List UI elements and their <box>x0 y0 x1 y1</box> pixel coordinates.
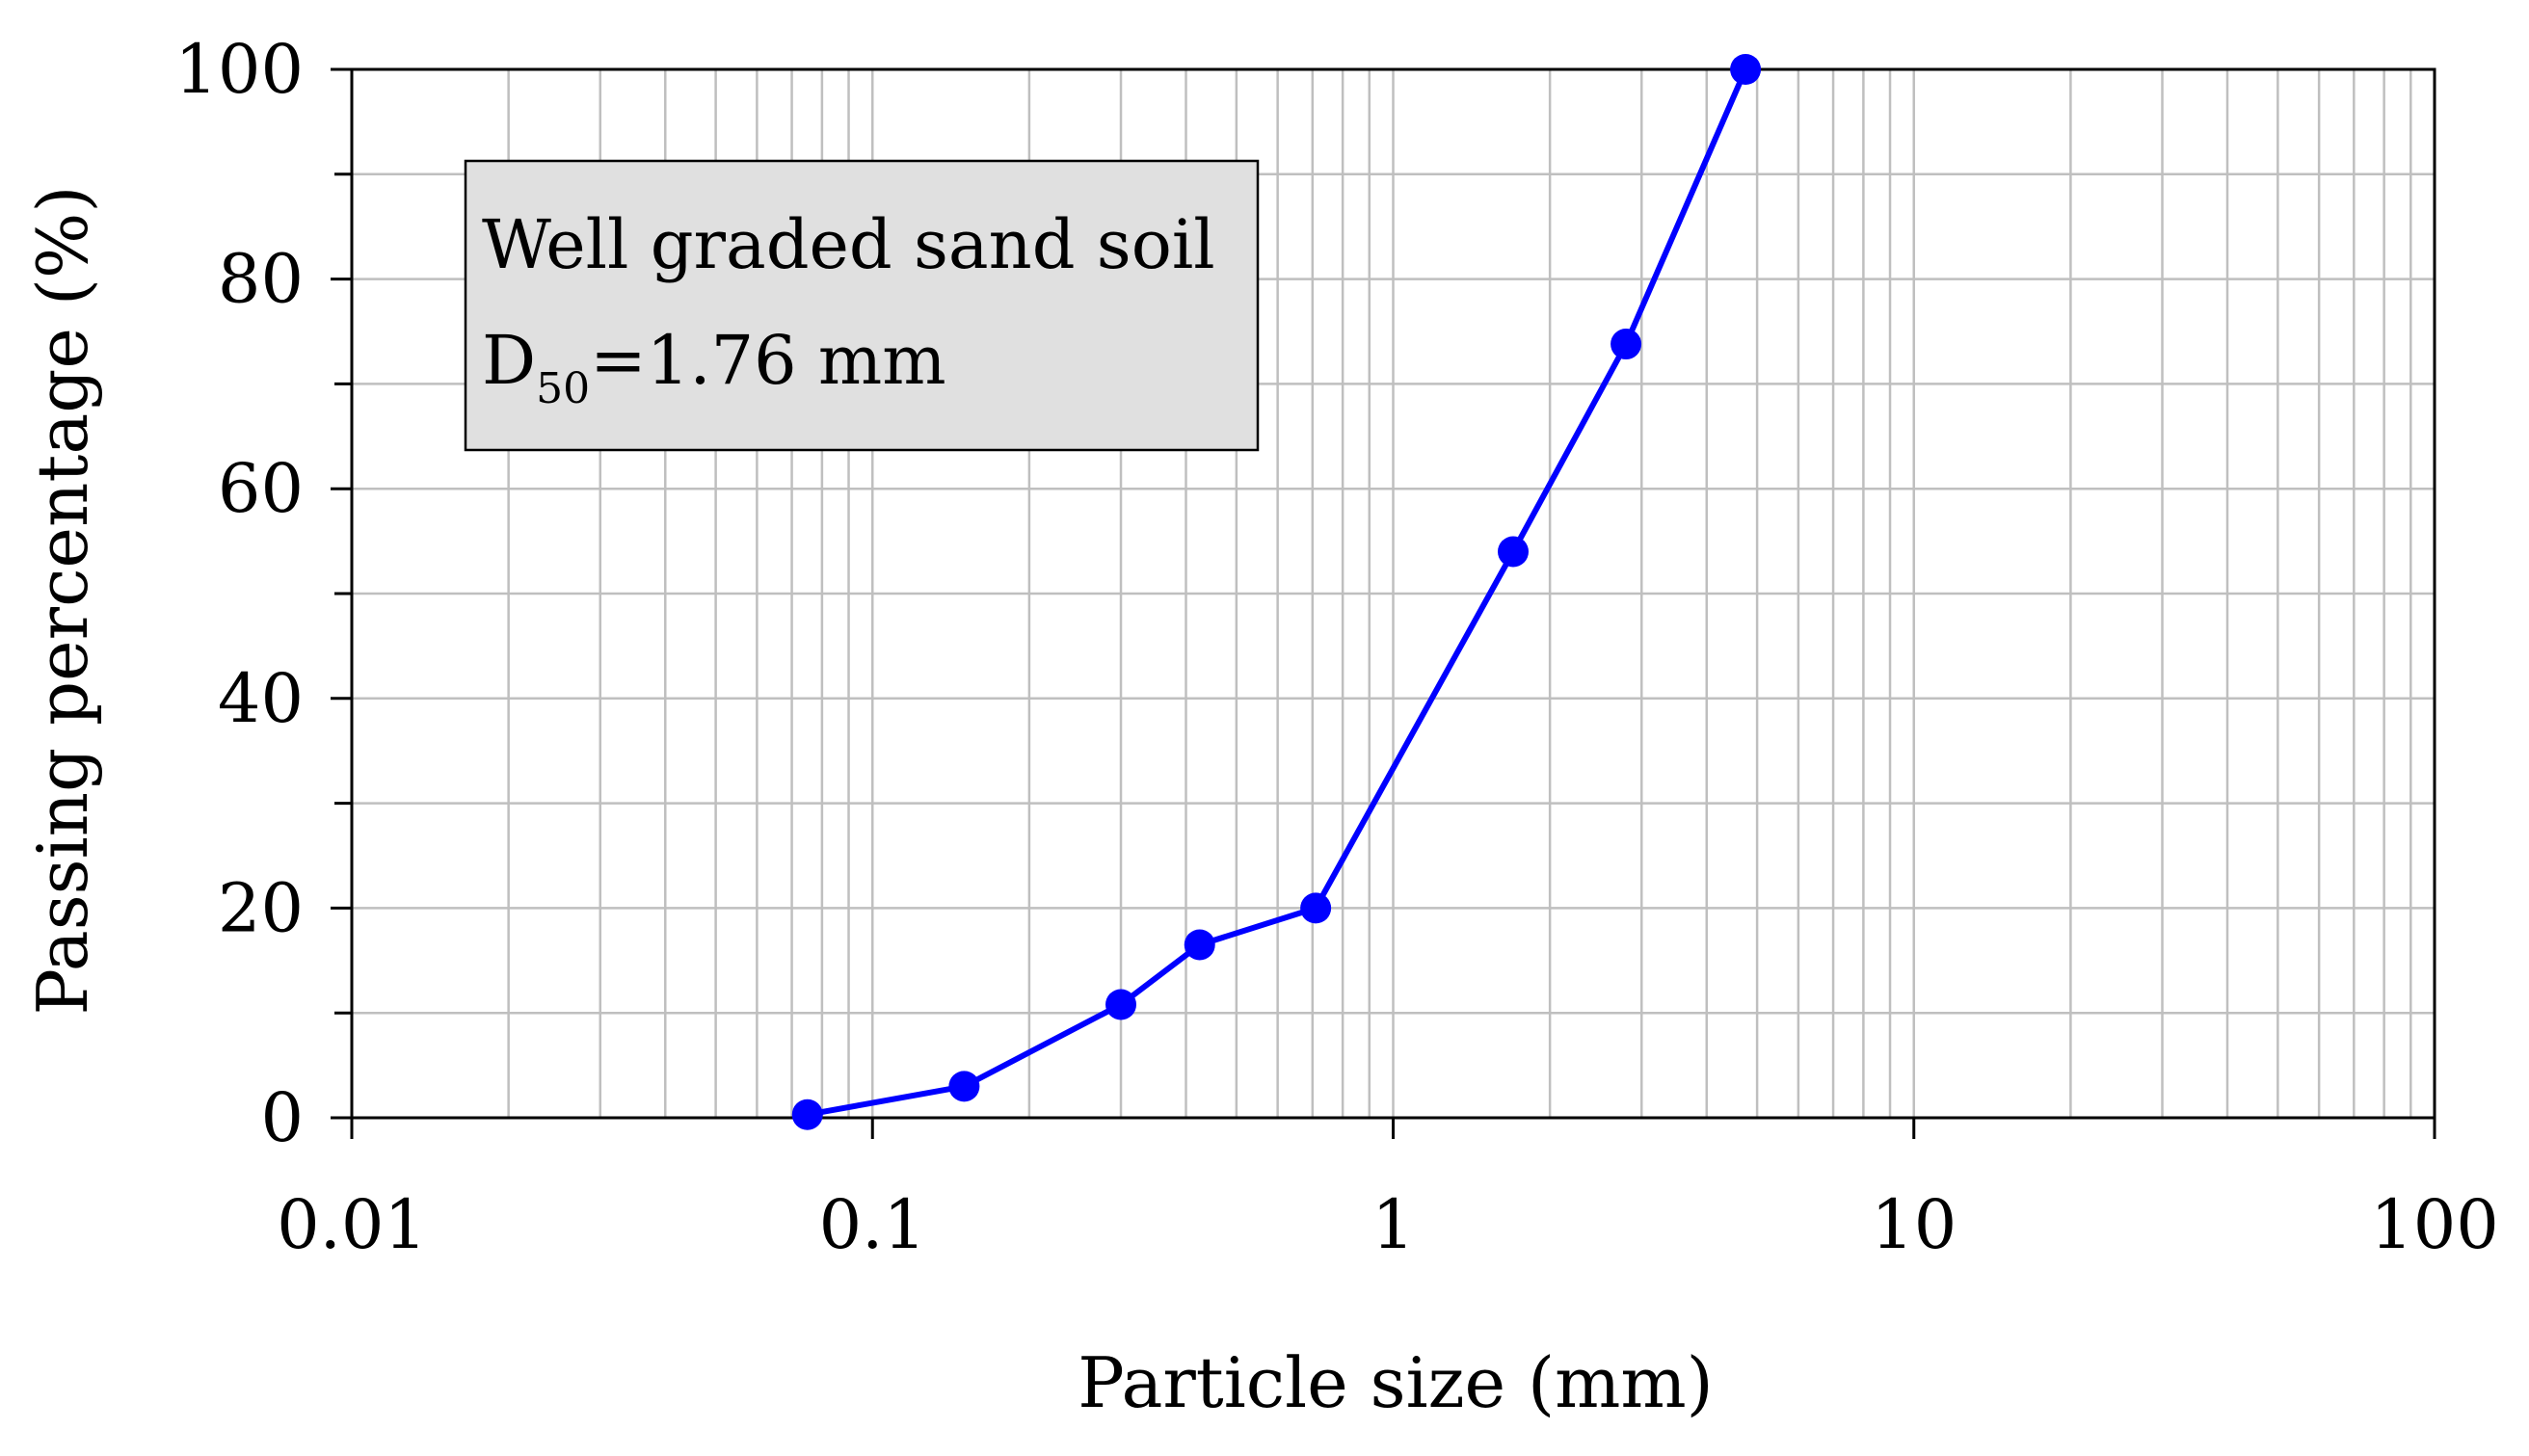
data-point <box>1300 892 1332 924</box>
annotation-box: Well graded sand soil D50=1.76 mm <box>464 159 1260 452</box>
y-tick-label: 80 <box>218 240 304 319</box>
annotation-line2: D50=1.76 mm <box>482 321 946 413</box>
tick-labels: 0 20 40 60 80 100 0.01 0.1 1 10 100 <box>174 30 2498 1264</box>
y-tick-label: 60 <box>218 449 304 528</box>
annotation-d-sub: 50 <box>536 364 590 413</box>
y-tick-label: 100 <box>174 30 304 109</box>
annotation-d-main: D <box>482 321 536 400</box>
x-tick-label: 0.1 <box>819 1185 926 1264</box>
data-point <box>1105 989 1137 1020</box>
data-point <box>1498 536 1529 568</box>
annotation-line1: Well graded sand soil <box>482 205 1215 284</box>
data-point <box>1611 329 1642 360</box>
x-tick-label: 100 <box>2370 1185 2499 1264</box>
data-point <box>948 1071 980 1102</box>
y-axis-label: Passing percentage (%) <box>22 186 103 1016</box>
series-points <box>791 54 1762 1130</box>
x-tick-label: 1 <box>1371 1185 1415 1264</box>
data-point <box>1730 54 1762 85</box>
y-tick-label: 0 <box>260 1078 304 1157</box>
axes <box>331 67 2436 1139</box>
series-line <box>807 67 1748 1118</box>
y-tick-label: 20 <box>218 868 304 947</box>
y-tick-label: 40 <box>218 659 304 738</box>
data-series <box>791 54 1762 1130</box>
x-tick-label: 10 <box>1871 1185 1957 1264</box>
annotation-box-bg <box>464 159 1260 452</box>
data-point <box>791 1099 823 1130</box>
annotation-d-value: =1.76 mm <box>590 321 946 400</box>
x-tick-label: 0.01 <box>277 1185 427 1264</box>
x-axis-label: Particle size (mm) <box>1078 1342 1714 1423</box>
data-point <box>1184 929 1215 961</box>
